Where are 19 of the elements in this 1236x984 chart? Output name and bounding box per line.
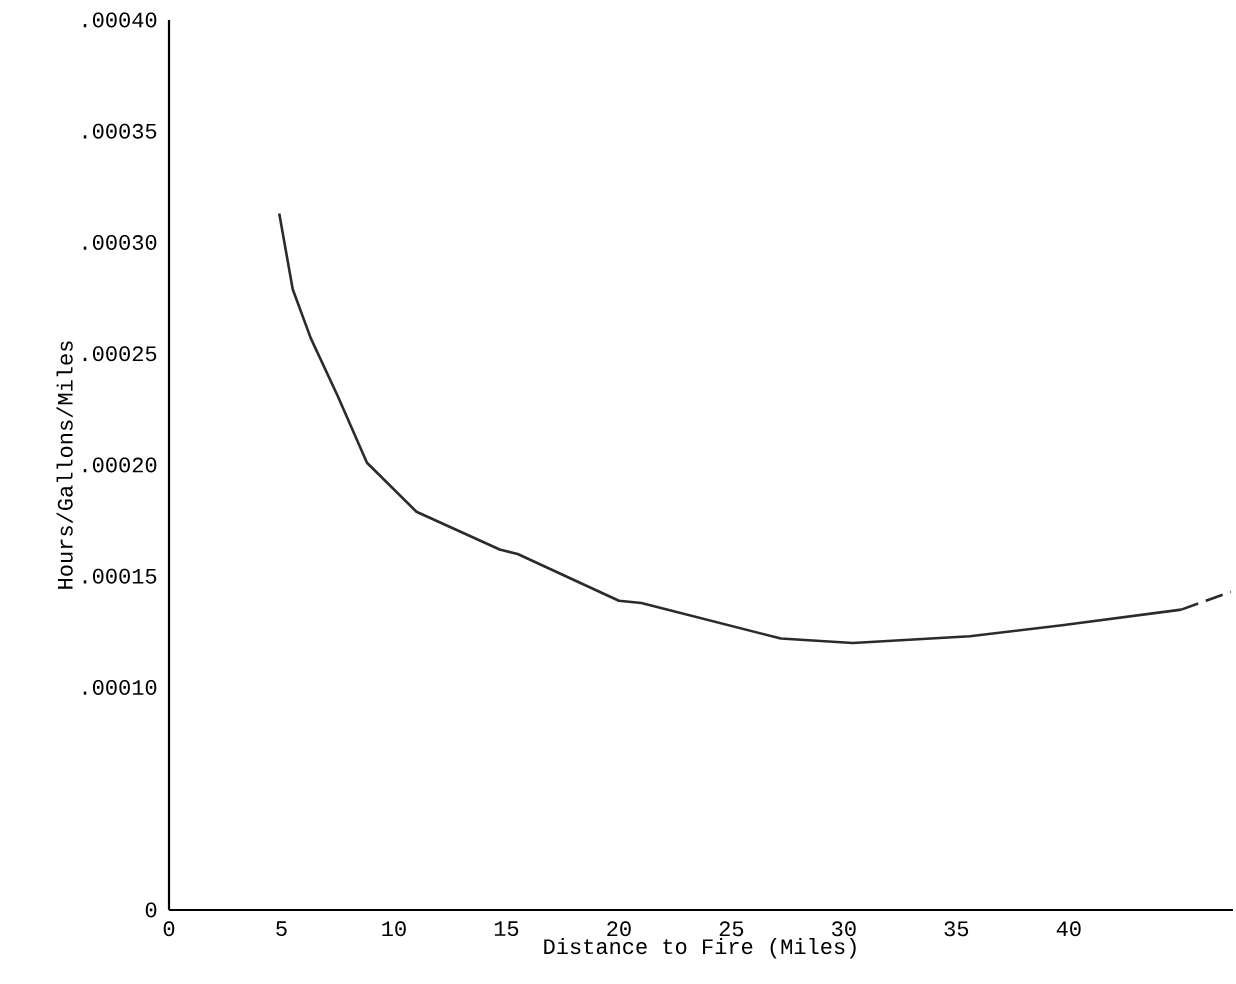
y-tick-label: .00015 — [83, 568, 157, 584]
y-tick-label: .00010 — [83, 680, 157, 695]
y-tick-label: .00025 — [83, 346, 157, 362]
x-tick-label: 15 — [494, 921, 519, 937]
y-tick-label: .00020 — [83, 457, 157, 473]
y-tick-label: 0 — [145, 902, 157, 918]
x-tick-label: 25 — [719, 921, 744, 937]
x-tick-label: 35 — [944, 921, 969, 937]
y-tick-label: .00040 — [83, 12, 157, 28]
y-axis-title: Hours/Gallons/Miles — [56, 341, 73, 589]
y-tick-label: .00030 — [83, 235, 157, 250]
x-tick-label: 30 — [832, 921, 856, 937]
x-tick-label: 5 — [276, 921, 287, 937]
y-tick-label: .00035 — [83, 123, 157, 139]
x-tick-label: 40 — [1056, 921, 1081, 937]
x-tick-label: 20 — [607, 921, 631, 937]
x-tick-label: 10 — [382, 921, 406, 937]
x-tick-label: 0 — [163, 921, 175, 937]
x-axis-title: Distance to Fire (Miles) — [544, 937, 856, 959]
